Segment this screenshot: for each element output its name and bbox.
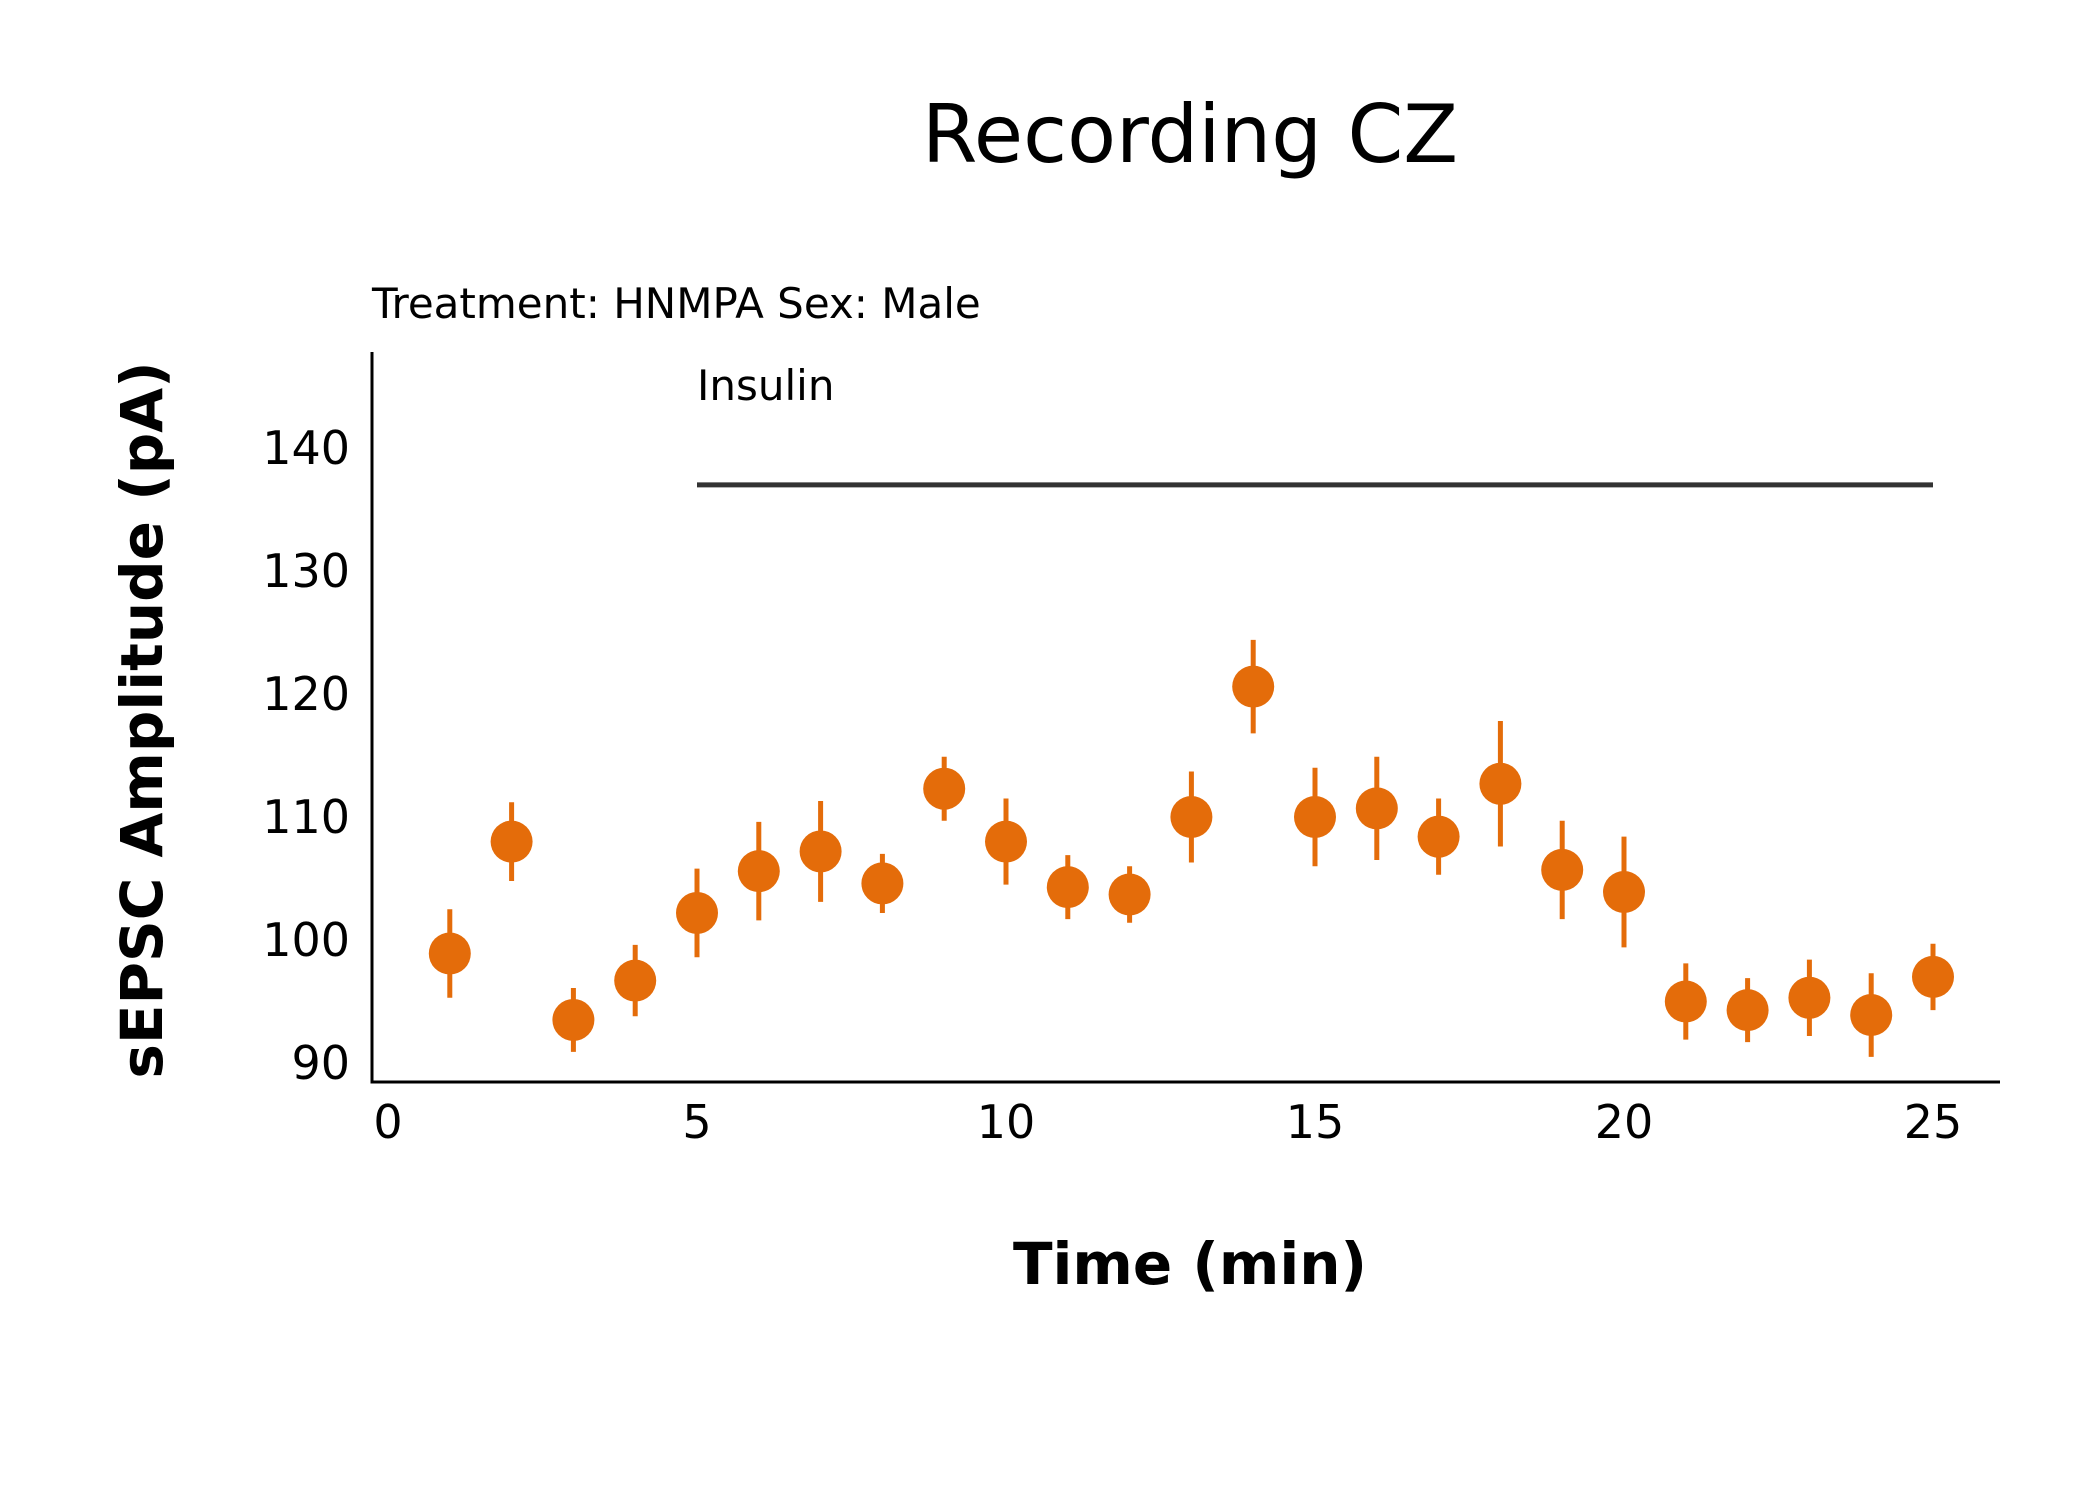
x-tick-label: 25 <box>1904 1095 1963 1149</box>
chart-subtitle: Treatment: HNMPA Sex: Male <box>371 279 981 328</box>
x-tick-label: 10 <box>977 1095 1036 1149</box>
chart-title: Recording CZ <box>922 88 1458 181</box>
y-tick-label: 90 <box>291 1036 350 1090</box>
data-point <box>1355 787 1398 830</box>
y-tick-label: 110 <box>262 790 350 844</box>
data-point <box>614 959 657 1002</box>
data-point <box>1664 980 1707 1023</box>
data-point <box>1603 871 1645 914</box>
insulin-label: Insulin <box>697 361 834 410</box>
data-point <box>923 767 966 810</box>
data-point <box>1479 762 1522 805</box>
data-point <box>1726 989 1769 1032</box>
data-point <box>1850 994 1893 1037</box>
data-point <box>799 830 842 873</box>
y-tick-label: 140 <box>262 421 350 475</box>
data-point <box>490 820 533 863</box>
data-point <box>552 998 595 1041</box>
data-point <box>1541 848 1584 891</box>
y-axis-label: sEPSC Amplitude (pA) <box>108 361 176 1078</box>
data-point <box>1108 873 1151 916</box>
data-point <box>1232 665 1275 708</box>
x-tick-label: 5 <box>682 1095 711 1149</box>
y-tick-label: 130 <box>262 544 350 598</box>
data-point <box>676 891 718 934</box>
data-point <box>737 850 780 893</box>
y-tick-label: 120 <box>262 667 350 721</box>
data-point <box>1912 955 1954 998</box>
x-tick-label: 20 <box>1595 1095 1654 1149</box>
plot-area: 0 5 10 15 20 25 90 100 110 120 130 140 Insulin <box>262 352 2000 1149</box>
data-point <box>1046 866 1089 909</box>
data-point <box>861 862 904 905</box>
data-point <box>1417 815 1460 858</box>
data-point <box>985 820 1027 863</box>
x-tick-label: 15 <box>1286 1095 1345 1149</box>
data-point <box>1170 796 1213 838</box>
y-tick-label: 100 <box>262 913 350 967</box>
x-tick-label: 0 <box>373 1095 402 1149</box>
x-axis-label: Time (min) <box>1013 1230 1367 1298</box>
data-point <box>428 932 471 975</box>
data-point <box>1294 796 1336 838</box>
data-point <box>1788 976 1831 1019</box>
